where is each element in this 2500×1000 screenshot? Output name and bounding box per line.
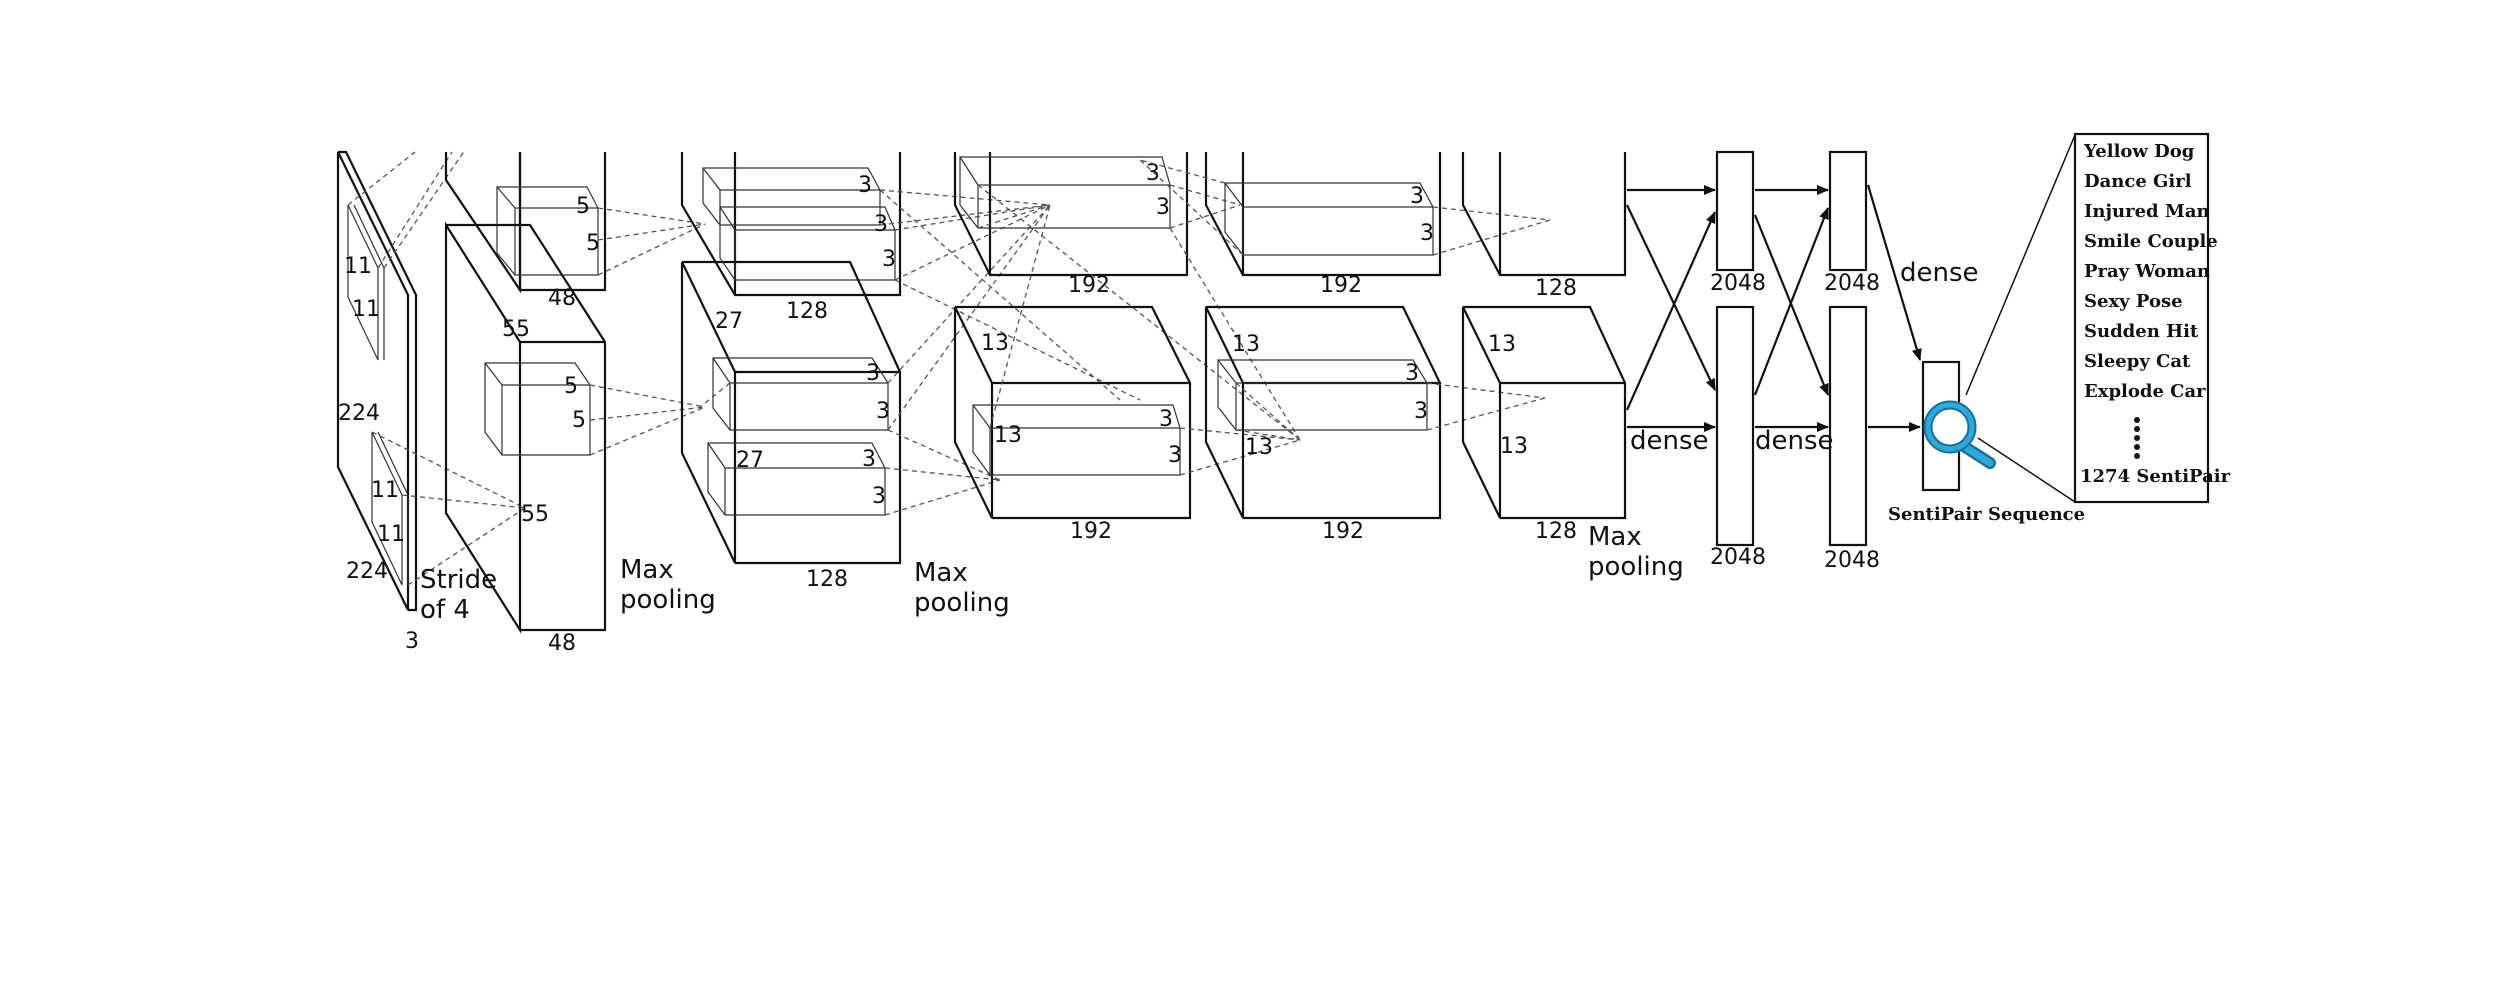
conv3-kernel-label: 3 [1168,443,1182,468]
conv5-layer: 128 13 13 128 Max pooling [1461,152,1684,582]
conv1-depth-label: 48 [548,631,576,656]
fc1-size-label: 2048 [1710,271,1766,296]
conv5-depth-label: 128 [1535,276,1577,301]
sentipair-sequence-caption: SentiPair Sequence [1888,504,2085,525]
conv1-kernel-label: 5 [576,194,590,219]
conv4-size-label: 13 [1232,332,1260,357]
sentipair-item: Injured Man [2084,201,2210,222]
conv1-kernel-label: 5 [564,374,578,399]
conv3-size-label: 13 [994,423,1022,448]
sentipair-list: Yellow Dog Dance Girl Injured Man Smile Cou… [2083,141,2218,402]
conv4-size-label: 13 [1245,435,1273,460]
conv4-layer: 3 3 192 13 3 3 13 192 [1139,152,1551,544]
conv3-size-label: 13 [981,331,1009,356]
conv1-kernel-label: 5 [586,231,600,256]
input-width-label: 224 [346,559,388,584]
conv3-layer: 3 3 192 13 13 3 3 192 [953,152,1301,544]
conv2-kernel-label: 3 [858,173,872,198]
conv5-size-label: 13 [1500,434,1528,459]
sentipair-item: Smile Couple [2084,231,2218,252]
conv2-size-label: 27 [715,309,743,334]
fc2-size-label: 2048 [1824,548,1880,573]
conv4-kernel-label: 3 [1405,361,1419,386]
maxpool3-label: Max [1588,522,1642,552]
conv3-kernel-label: 3 [1146,161,1160,186]
sentipair-item: Pray Woman [2084,261,2210,282]
stride-label: of 4 [420,595,470,625]
fc1-top-column [1715,150,1755,272]
conv2-kernel-label: 3 [874,212,888,237]
conv2-kernel-label: 3 [862,447,876,472]
conv1-kernel-label: 5 [572,408,586,433]
sentipair-total: 1274 SentiPair [2080,466,2231,487]
maxpool1-label: Max [620,555,674,585]
conv5-size-label: 13 [1488,332,1516,357]
conv2-kernel-label: 3 [866,361,880,386]
conv2-depth-label: 128 [786,299,828,324]
conv4-kernel-label: 3 [1414,399,1428,424]
fc2-size-label: 2048 [1824,271,1880,296]
input-layer: 11 11 224 11 11 224 3 Stride of 4 [336,149,526,654]
conv4-depth-label: 192 [1320,273,1362,298]
input-height-label: 224 [338,401,380,426]
conv5-depth-label: 128 [1535,519,1577,544]
conv3-kernel-label: 3 [1159,407,1173,432]
fc1-size-label: 2048 [1710,545,1766,570]
conv4-kernel-label: 3 [1410,184,1424,209]
conv2-layer: 3 3 3 128 27 3 3 27 3 3 128 Max pooling [680,152,1141,618]
input-kernel-label: 11 [344,254,372,279]
conv3-depth-label: 192 [1068,273,1110,298]
output-layer: SentiPair Sequence Yellow Dog Dance Girl I… [1888,132,2231,525]
conv2-depth-label: 128 [806,567,848,592]
conv3-kernel-label: 3 [1156,195,1170,220]
input-kernel-label: 11 [352,297,380,322]
input-kernel-label: 11 [377,522,405,547]
conv3-depth-label: 192 [1070,519,1112,544]
conv1-layer: 5 5 48 5 5 55 55 48 Max pooling [444,152,716,656]
stride-label: Stride [420,565,497,595]
maxpool2-label: pooling [914,588,1010,618]
dense-label: dense [1900,258,1979,288]
magnifying-glass-icon [1923,400,1996,469]
conv2-kernel-label: 3 [872,484,886,509]
sentipair-item: Sleepy Cat [2084,351,2191,372]
fc1-bottom-column [1715,305,1755,547]
fc-layers: 2048 2048 2048 2048 dense dense dense [1625,150,1979,573]
conv1-size-label: 55 [502,317,530,342]
sentipair-item: Explode Car [2084,381,2206,402]
maxpool3-label: pooling [1588,552,1684,582]
conv2-kernel-label: 3 [876,399,890,424]
fc2-bottom-column [1828,305,1868,547]
conv2-size-label: 27 [736,448,764,473]
conv4-depth-label: 192 [1322,519,1364,544]
sentipair-item: Dance Girl [2084,171,2192,192]
sentipair-item: Sexy Pose [2084,291,2183,312]
ellipsis-icon [2134,417,2140,459]
fc2-top-column [1828,150,1868,272]
input-depth-label: 3 [405,629,419,654]
dense-label: dense [1755,426,1834,456]
input-kernel-label: 11 [371,478,399,503]
sentipair-item: Sudden Hit [2084,321,2199,342]
conv1-size-label: 55 [521,502,549,527]
maxpool1-label: pooling [620,585,716,615]
maxpool2-label: Max [914,558,968,588]
conv2-kernel-label: 3 [882,247,896,272]
sentipair-list-box [2073,132,2210,504]
dense-label: dense [1630,426,1709,456]
conv4-kernel-label: 3 [1420,221,1434,246]
sentipair-item: Yellow Dog [2083,141,2195,162]
